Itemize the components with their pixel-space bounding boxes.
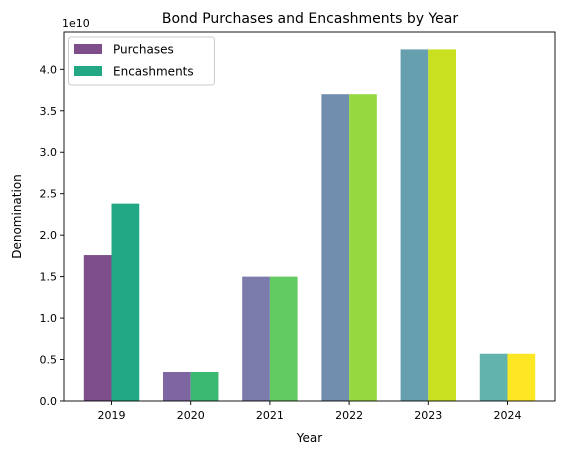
y-tick-label: 3.5	[40, 105, 58, 118]
x-tick-label: 2021	[256, 409, 284, 422]
y-tick-label: 2.0	[40, 229, 58, 242]
bar-purchases-2020	[162, 371, 191, 401]
bar-purchases-2023	[400, 49, 429, 401]
y-tick-label: 4.0	[40, 63, 58, 76]
bar-group	[83, 49, 536, 401]
legend-label-purchases: Purchases	[113, 43, 174, 57]
y-tick-label: 3.0	[40, 146, 58, 159]
bar-purchases-2022	[321, 94, 350, 401]
bar-encashments-2023	[428, 49, 457, 401]
legend-label-encashments: Encashments	[113, 65, 194, 79]
y-tick-label: 0.0	[40, 395, 58, 408]
bar-encashments-2020	[190, 371, 219, 401]
x-tick-label: 2023	[414, 409, 442, 422]
y-axis-label: Denomination	[10, 174, 24, 259]
x-tick-label: 2019	[98, 409, 126, 422]
y-tick-label: 0.5	[40, 354, 58, 367]
x-axis: 2019 2020 2021 2022 2023 2024	[98, 401, 521, 422]
legend: Purchases Encashments	[68, 36, 215, 86]
y-axis-scale-label: 1e10	[62, 17, 90, 30]
y-tick-label: 1.0	[40, 312, 58, 325]
bar-encashments-2024	[507, 353, 536, 401]
bar-purchases-2021	[242, 276, 270, 401]
legend-swatch-encashments	[74, 66, 102, 76]
chart-title: Bond Purchases and Encashments by Year	[162, 11, 459, 27]
x-tick-label: 2022	[335, 409, 363, 422]
bar-purchases-2019	[83, 255, 112, 401]
x-tick-label: 2020	[177, 409, 205, 422]
y-tick-label: 2.5	[40, 188, 58, 201]
bar-encashments-2022	[349, 94, 377, 401]
x-tick-label: 2024	[493, 409, 521, 422]
y-axis: 0.0 0.5 1.0 1.5 2.0 2.5 3.0 3.5 4.0	[40, 63, 64, 408]
y-tick-label: 1.5	[40, 271, 58, 284]
legend-swatch-purchases	[74, 44, 102, 54]
bar-purchases-2024	[479, 353, 508, 401]
bar-encashments-2019	[111, 203, 140, 401]
bar-encashments-2021	[269, 276, 298, 401]
x-axis-label: Year	[296, 431, 322, 445]
plot-frame	[63, 31, 556, 402]
legend-frame	[68, 36, 215, 86]
